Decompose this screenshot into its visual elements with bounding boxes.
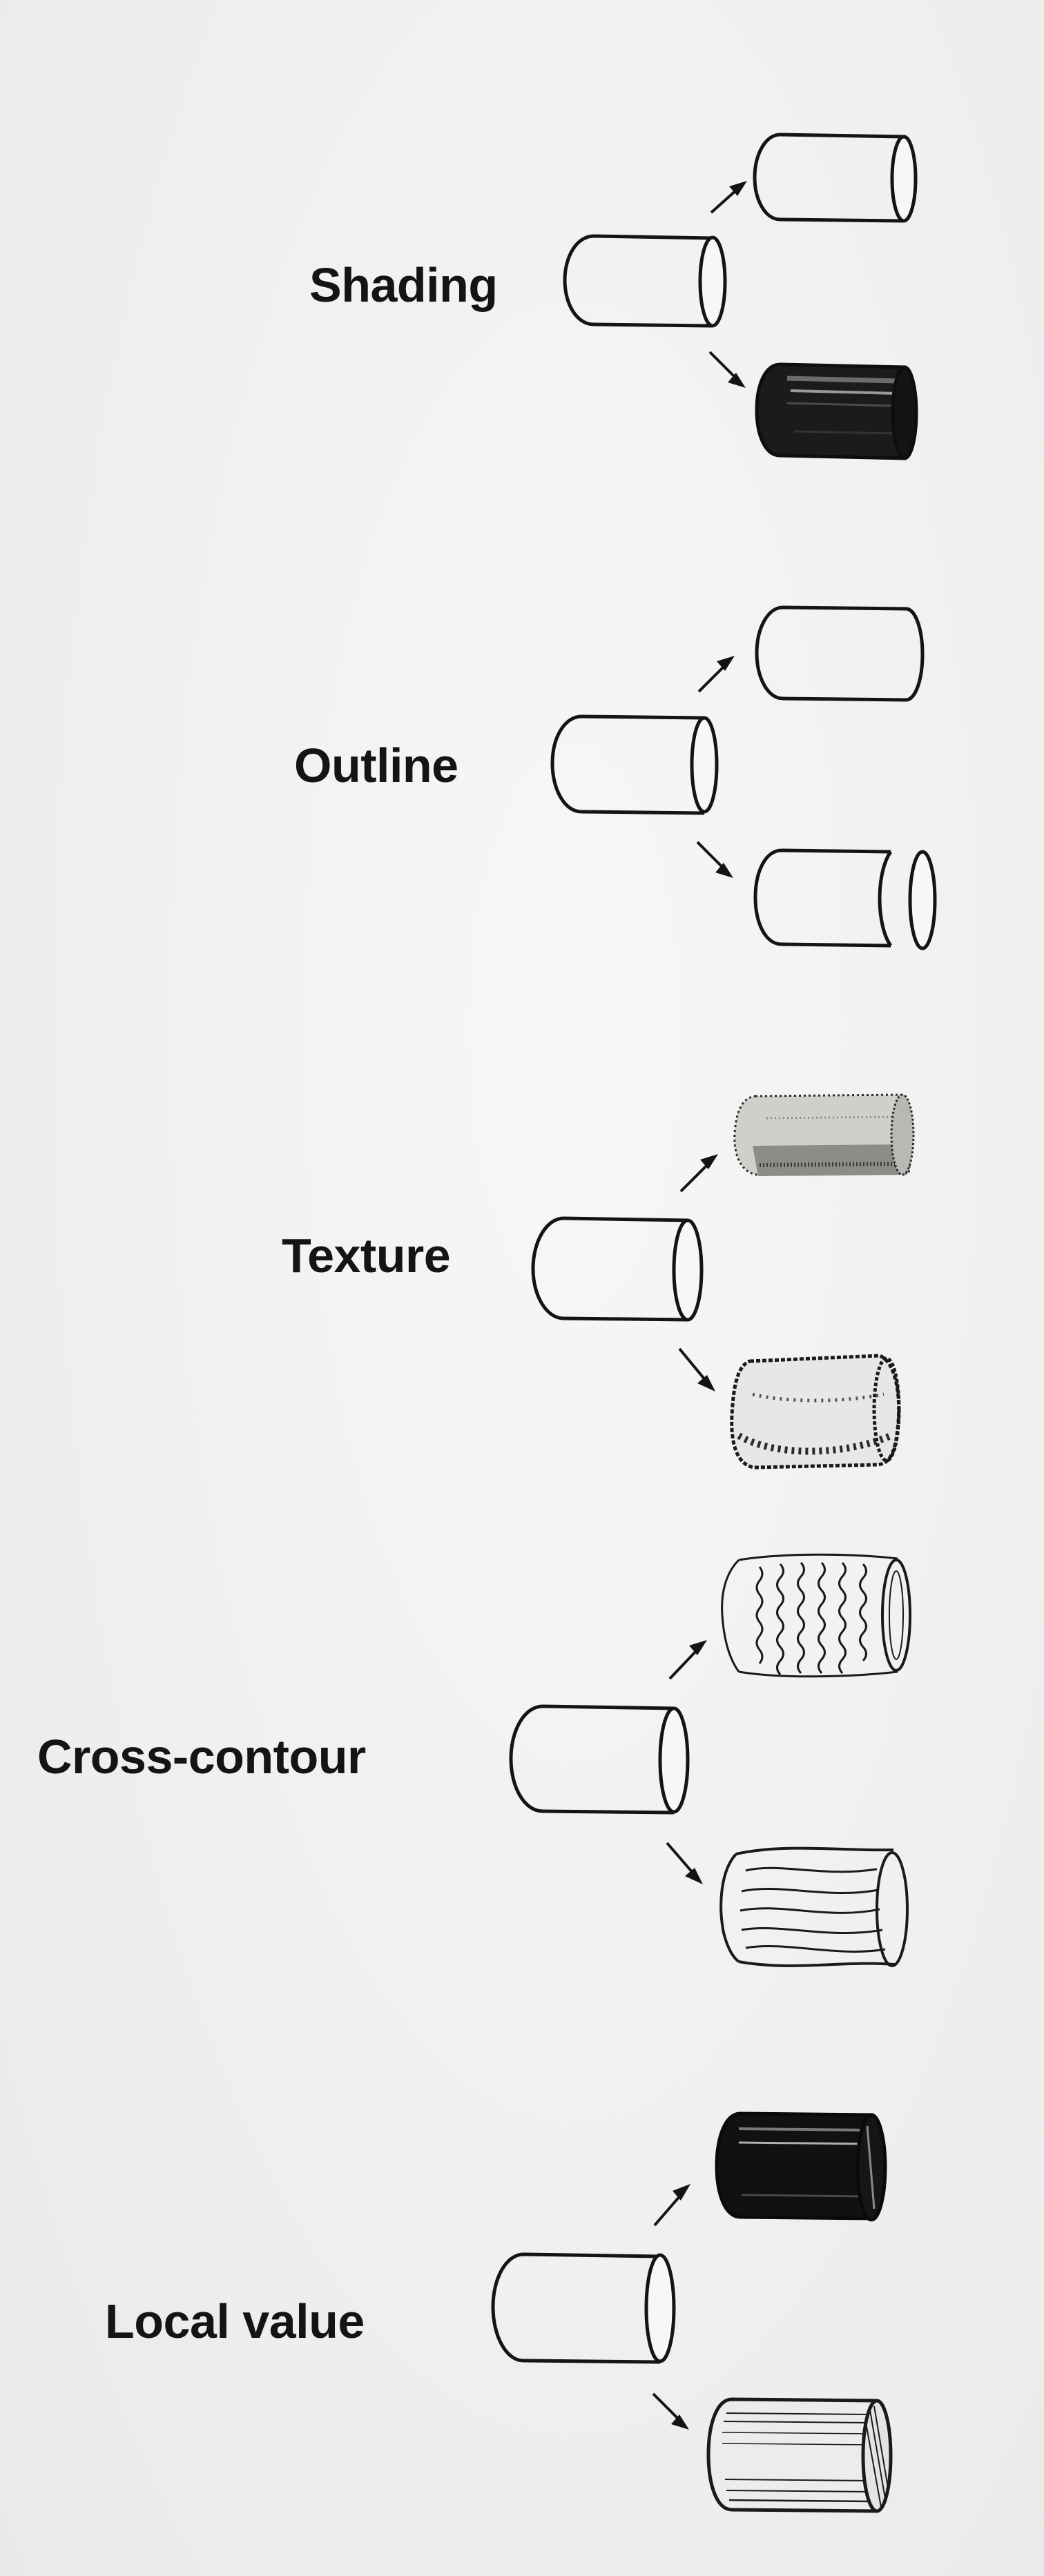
base-cylinder-icon — [509, 1704, 690, 1815]
outline-art — [550, 605, 937, 950]
wavy-contour-cylinder-icon — [721, 1553, 911, 1678]
section-label-local-value: Local value — [105, 2294, 365, 2348]
arrow-down-icon — [696, 841, 733, 878]
fur-textured-cylinder-icon — [733, 1093, 915, 1176]
light-value-cylinder-icon — [706, 2397, 893, 2513]
bumpy-textured-cylinder-icon — [730, 1354, 901, 1470]
section-local-value: Local value — [0, 2057, 1044, 2576]
organic-contour-cylinder-icon — [719, 1846, 909, 1967]
section-label-outline: Outline — [294, 739, 458, 792]
arrow-down-icon — [652, 2392, 689, 2430]
arrow-down-icon — [708, 351, 746, 388]
section-cross-contour: Cross-contour — [0, 1519, 1044, 2057]
arrow-up-icon — [679, 1154, 718, 1193]
plain-cylinder-icon — [755, 605, 925, 702]
section-shading: Shading — [0, 0, 1044, 483]
arrow-up-icon — [668, 1640, 707, 1680]
arrow-up-icon — [653, 2184, 690, 2227]
cross-contour-art — [509, 1553, 911, 1967]
local-value-art — [491, 2111, 893, 2513]
arrow-down-icon — [666, 1842, 703, 1884]
arrow-up-icon — [697, 656, 735, 693]
section-label-cross-contour: Cross-contour — [37, 1730, 366, 1784]
section-label-texture: Texture — [282, 1229, 451, 1282]
shaded-cylinder-icon — [755, 362, 918, 460]
separated-outline-cylinder-icon — [753, 848, 937, 950]
base-cylinder-icon — [531, 1216, 704, 1322]
base-cylinder-icon — [550, 714, 719, 815]
base-cylinder-icon — [491, 2252, 676, 2364]
shading-art — [563, 133, 918, 460]
section-texture: Texture — [0, 980, 1044, 1519]
texture-art — [531, 1093, 915, 1470]
dark-value-cylinder-icon — [715, 2111, 887, 2222]
section-outline: Outline — [0, 483, 1044, 980]
plain-cylinder-icon — [753, 133, 918, 223]
arrow-down-icon — [678, 1347, 715, 1392]
base-cylinder-icon — [563, 234, 727, 328]
arrow-up-icon — [710, 181, 747, 214]
section-label-shading: Shading — [309, 258, 498, 312]
